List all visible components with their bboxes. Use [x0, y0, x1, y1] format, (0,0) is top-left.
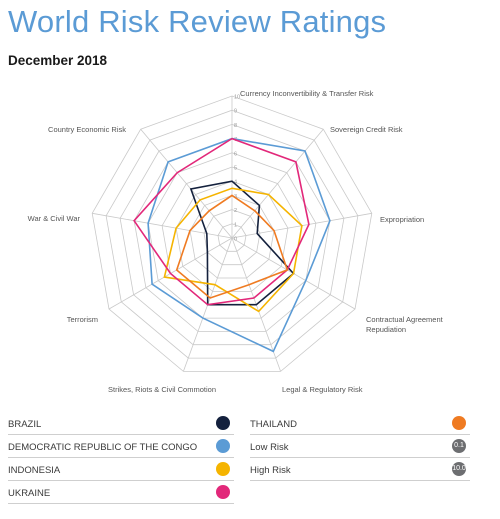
- axis-label: Expropriation: [380, 215, 424, 224]
- low-risk-badge: 0.1: [452, 439, 466, 453]
- legend-item-low-risk: Low Risk 0.1: [250, 435, 470, 458]
- tick-label: 9: [234, 109, 237, 115]
- radar-grid: [91, 95, 373, 372]
- legend-left: BRAZIL DEMOCRATIC REPUBLIC OF THE CONGO …: [8, 412, 234, 504]
- axis-label: Currency Inconvertibility & Transfer Ris…: [240, 89, 374, 98]
- legend-swatch-brazil: [216, 416, 230, 430]
- legend-label: UKRAINE: [8, 488, 51, 499]
- tick-label: 5: [234, 166, 237, 172]
- tick-label: 2: [234, 208, 237, 214]
- tick-label: 4: [234, 180, 237, 186]
- grid-ring: [189, 194, 275, 279]
- series-ukraine: [133, 137, 310, 306]
- legend-swatch-thailand: [452, 416, 466, 430]
- grid-ring: [147, 152, 317, 319]
- legend-item-ukraine: UKRAINE: [8, 481, 234, 504]
- series-thailand: [175, 194, 289, 299]
- high-risk-badge: 10.0: [452, 462, 466, 476]
- series-democratic-republic-of-the-congo: [147, 137, 331, 353]
- legend-item-indonesia: INDONESIA: [8, 458, 234, 481]
- grid-ring: [217, 223, 247, 252]
- series-brazil: [189, 180, 295, 306]
- legend-item-thailand: THAILAND: [250, 412, 470, 435]
- axis-label: Terrorism: [67, 315, 98, 324]
- axis-labels: Currency Inconvertibility & Transfer Ris…: [28, 89, 444, 394]
- tick-label: 8: [234, 123, 237, 129]
- axis-label: Contractual Agreement Repudiation: [366, 315, 444, 334]
- legend-swatch-ukraine: [216, 485, 230, 499]
- axis-label: War & Civil War: [28, 214, 81, 223]
- legend-right: THAILAND Low Risk 0.1 High Risk 10.0: [250, 412, 470, 481]
- axis-spoke: [92, 212, 233, 239]
- axis-label: Strikes, Riots & Civil Commotion: [108, 385, 216, 394]
- series-indonesia: [163, 187, 303, 313]
- legend-item-brazil: BRAZIL: [8, 412, 234, 435]
- tick-label: 10: [234, 95, 240, 101]
- page-title: World Risk Review Ratings: [8, 4, 387, 39]
- legend-swatch-indonesia: [216, 462, 230, 476]
- legend-label: BRAZIL: [8, 419, 42, 430]
- legend-label: THAILAND: [250, 419, 297, 430]
- legend-item-high-risk: High Risk 10.0: [250, 458, 470, 481]
- axis-spoke: [231, 128, 324, 239]
- tick-label: 6: [234, 151, 237, 157]
- axis-spoke: [140, 128, 233, 239]
- axis-label: Sovereign Credit Risk: [330, 125, 403, 134]
- grid-ring: [203, 209, 261, 266]
- legend-swatch-drc: [216, 439, 230, 453]
- legend-label: DEMOCRATIC REPUBLIC OF THE CONGO: [8, 442, 198, 453]
- axis-label: Legal & Regulatory Risk: [282, 385, 363, 394]
- legend-item-drc: DEMOCRATIC REPUBLIC OF THE CONGO: [8, 435, 234, 458]
- legend-label: INDONESIA: [8, 465, 61, 476]
- legend-label: Low Risk: [250, 442, 289, 453]
- axis-label: Country Economic Risk: [48, 125, 126, 134]
- grid-ring: [105, 109, 359, 359]
- tick-label: 0: [234, 237, 237, 243]
- legend-label: High Risk: [250, 465, 291, 476]
- grid-ring: [119, 123, 345, 346]
- tick-label: 1: [234, 222, 237, 228]
- grid-ring: [91, 95, 373, 372]
- grid-ring: [175, 180, 289, 292]
- date-subtitle: December 2018: [8, 53, 108, 68]
